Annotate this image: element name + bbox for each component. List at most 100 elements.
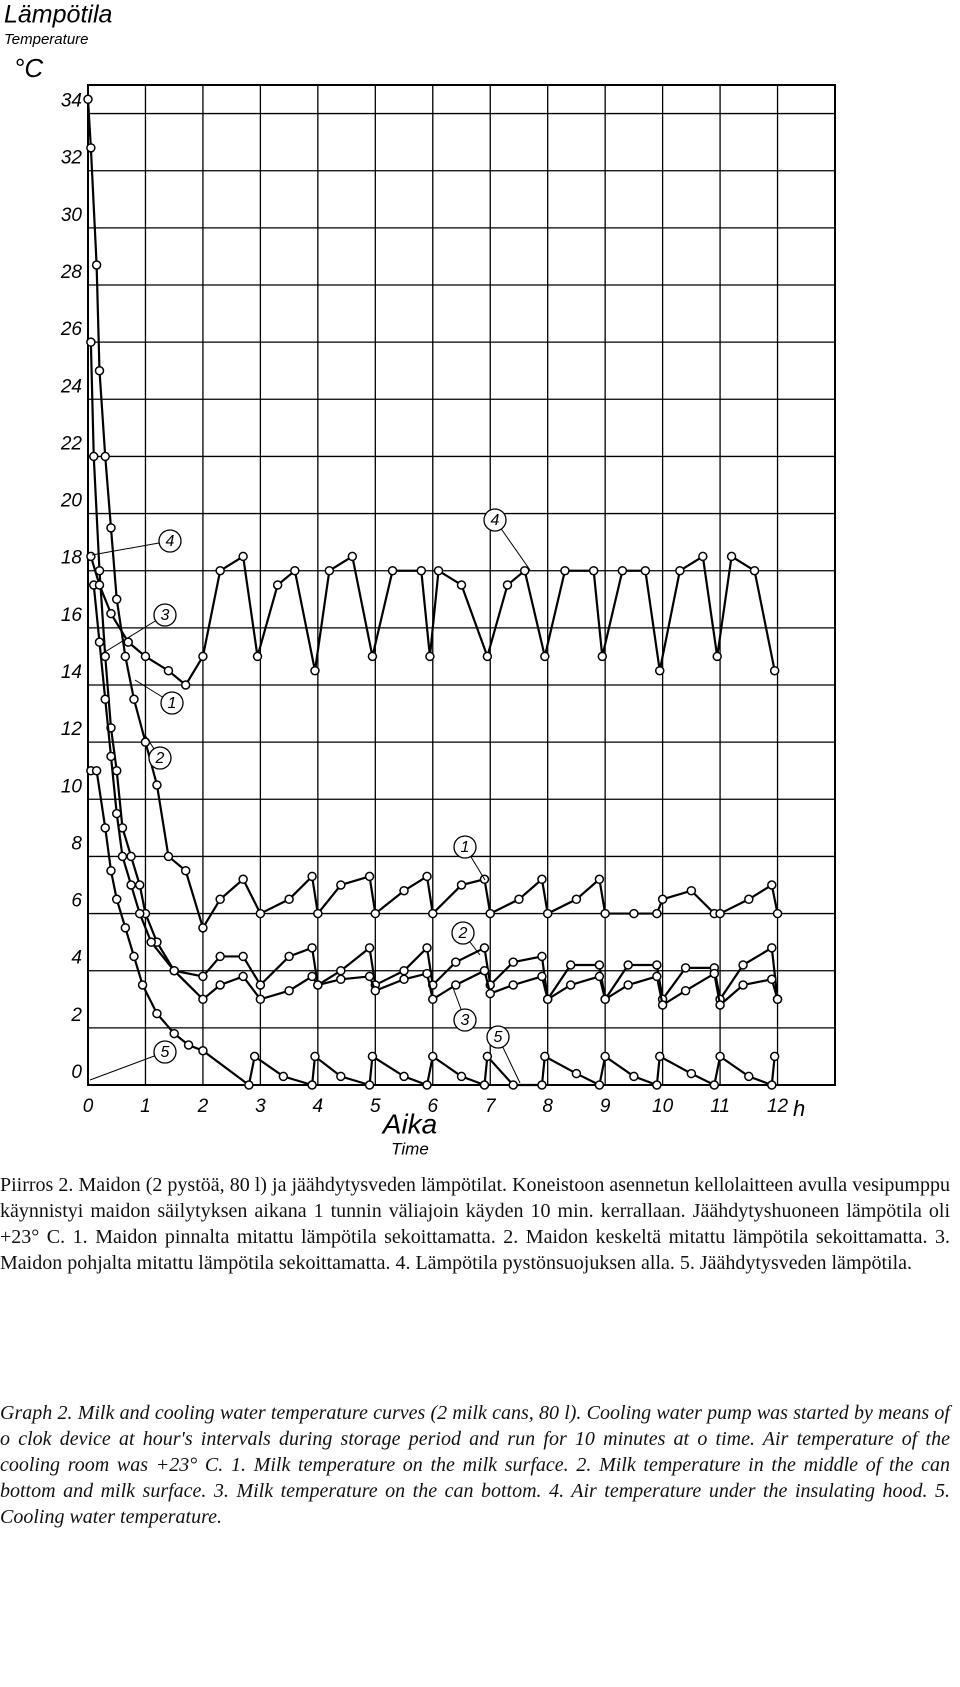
y-label: Lämpötila [4,1,112,29]
data-point [198,994,208,1005]
data-point [715,1051,725,1062]
data-point [347,551,358,562]
data-point [238,971,248,982]
label-circle [453,1008,477,1032]
label-circle [483,508,507,532]
data-point [686,885,697,896]
data-point [456,1071,467,1082]
data-point [399,965,409,976]
x-unit: h [793,1096,805,1121]
data-point [83,94,93,105]
series-label: 4 [491,512,500,529]
data-point [310,1051,320,1062]
data-point [163,851,174,862]
caption-fi: Piirros 2. Maidon (2 pystöä, 80 l) ja jä… [0,1174,950,1274]
data-point [134,880,145,890]
x-label: Aika [381,1108,437,1139]
data-point [399,1071,409,1082]
data-point [284,894,294,905]
data-point [560,565,570,576]
data-point [117,851,128,862]
series-label: 2 [155,750,165,767]
data-point [629,908,639,919]
y-tick-label: 4 [71,948,82,969]
caption-en: Graph 2. Milk and cooling water temperat… [0,1402,950,1528]
data-point [772,908,783,919]
y-tick-label: 28 [60,262,83,283]
data-point [508,980,518,990]
series-label: 2 [458,925,468,942]
data-point [313,980,323,990]
data-point [134,908,145,919]
data-point [152,780,162,790]
x-tick-label: 9 [600,1096,611,1117]
data-point [428,1051,438,1062]
data-point [594,1080,605,1090]
data-point [617,565,628,576]
data-point [482,1051,493,1062]
y-tick-label: 0 [71,1062,82,1083]
data-point [767,943,777,953]
data-point [255,908,266,919]
data-point [698,551,708,562]
y-tick-label: 24 [60,376,82,397]
x-tick-label: 8 [542,1096,553,1117]
data-point [367,1051,378,1062]
data-point [479,965,490,976]
data-point [422,1080,432,1090]
series-label: 1 [168,695,177,712]
data-point [537,951,547,962]
y-tick-label: 8 [71,833,82,854]
data-point [652,908,662,919]
data-point [433,565,444,576]
data-point [652,960,662,970]
data-point [91,260,102,270]
data-point [588,565,599,576]
data-point [652,1080,662,1090]
data-point [540,651,550,662]
data-point [238,951,248,962]
data-point [370,985,381,996]
data-point [307,1080,317,1090]
data-point [94,580,105,590]
data-point [451,957,461,967]
data-point [456,580,467,590]
data-point [485,988,495,999]
data-point [600,994,610,1005]
data-point [129,694,139,705]
y-unit: °C [14,53,43,83]
data-point [106,523,116,533]
data-point [571,1068,582,1079]
data-point [120,651,131,662]
data-point [86,143,96,153]
data-point [399,885,409,896]
data-point [238,874,248,885]
data-point [769,665,780,676]
data-point [425,651,435,662]
x-tick-label: 7 [485,1096,497,1117]
label-leader [99,614,166,656]
data-point [106,751,116,762]
data-point [629,1071,639,1082]
data-point [416,565,427,576]
data-point [428,908,438,919]
data-point [364,1080,375,1090]
x-tick-label: 10 [652,1096,674,1117]
data-point [307,971,317,982]
y-tick-label: 2 [70,1005,82,1026]
data-point [744,1071,754,1082]
y-tick-label: 30 [61,205,83,226]
data-point [767,880,777,890]
chart: Lämpötila Temperature °C Aika Time h 024… [4,1,836,1158]
data-point [428,994,438,1005]
data-point [336,974,346,985]
data-point [600,1051,610,1062]
data-point [100,694,110,705]
data-point [537,971,547,982]
data-point [537,1080,547,1090]
data-point [594,971,605,982]
data-point [715,1000,725,1010]
data-point [519,565,530,576]
series-line [89,554,776,687]
data-point [86,337,96,347]
